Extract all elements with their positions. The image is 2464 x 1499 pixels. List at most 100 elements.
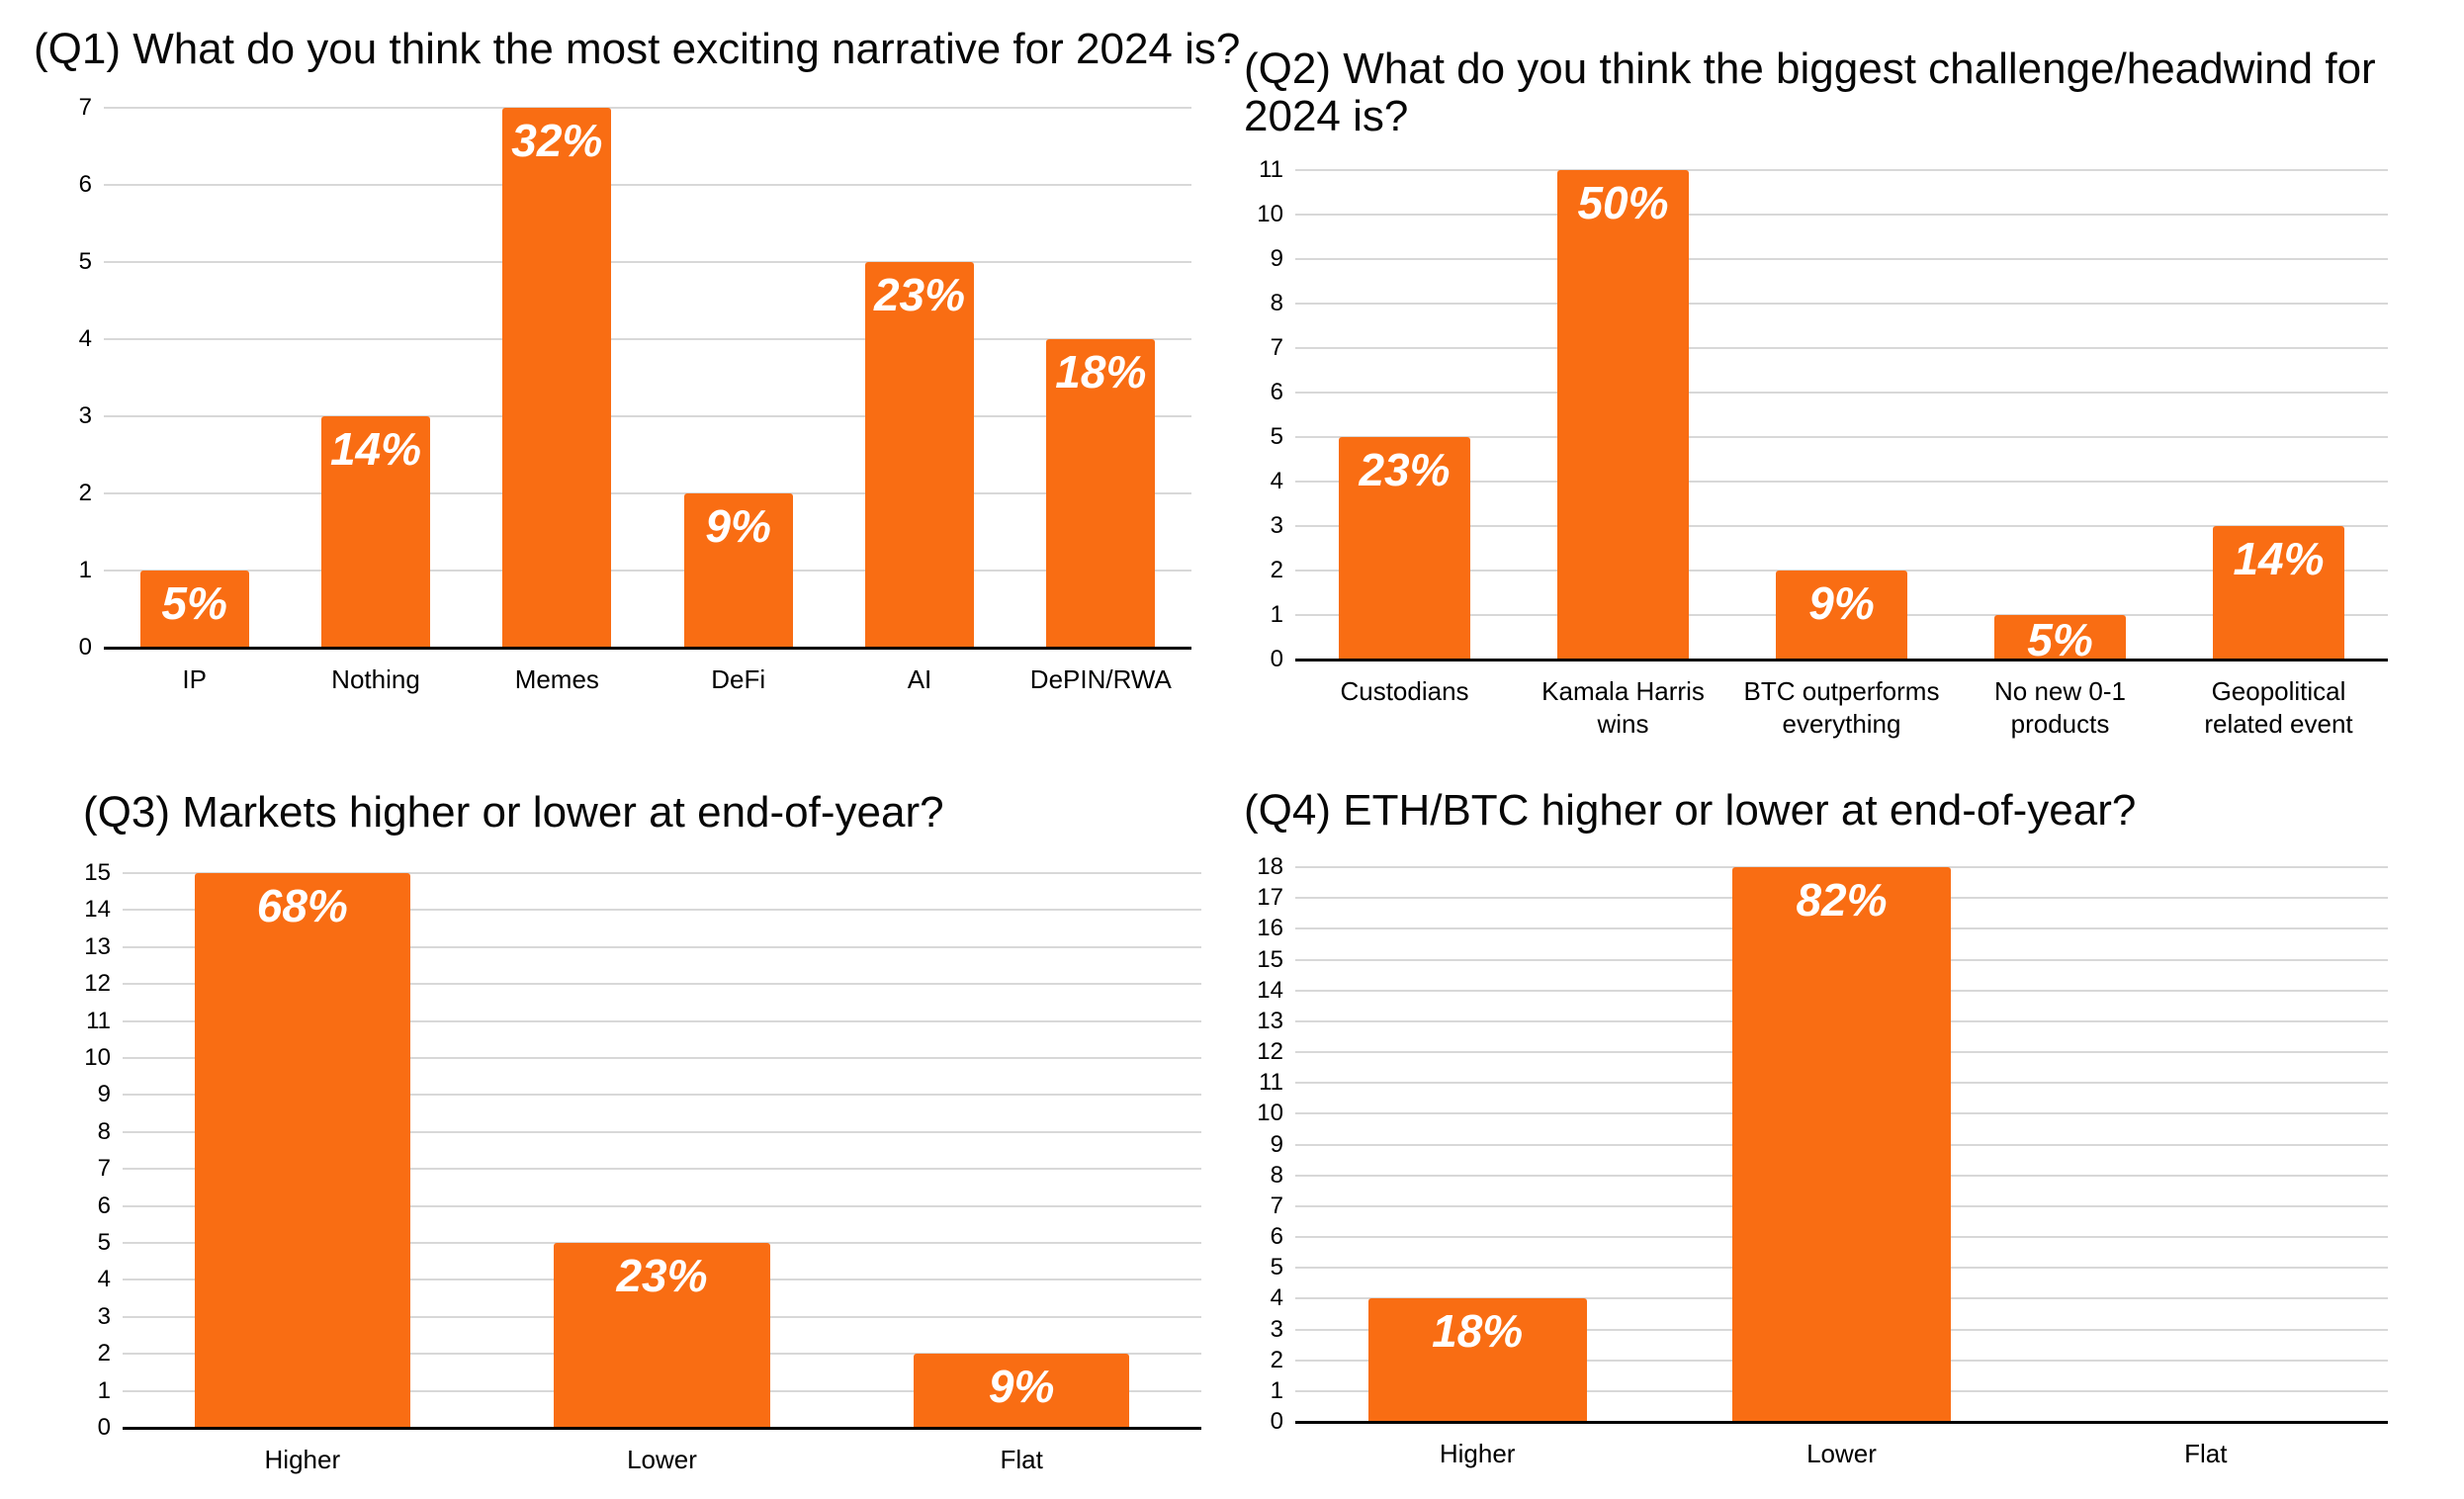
y-tick-label: 2 bbox=[1270, 557, 1283, 583]
y-tick-label: 3 bbox=[1270, 512, 1283, 539]
bar-value-label: 23% bbox=[1359, 444, 1451, 495]
gridline bbox=[123, 1130, 1201, 1133]
bar-value-label: 82% bbox=[1796, 874, 1888, 926]
y-tick-label: 4 bbox=[1270, 468, 1283, 494]
x-category-label: Flat bbox=[1000, 1445, 1043, 1474]
bar-value-label: 23% bbox=[616, 1250, 708, 1301]
x-axis-line bbox=[1295, 659, 2388, 661]
y-tick-label: 2 bbox=[97, 1340, 111, 1367]
y-tick-label: 12 bbox=[1257, 1038, 1283, 1065]
y-tick-label: 16 bbox=[1257, 915, 1283, 942]
y-tick-label: 9 bbox=[1270, 1130, 1283, 1158]
x-category-label: IP bbox=[182, 664, 207, 694]
y-tick-label: 7 bbox=[1270, 334, 1283, 361]
gridline bbox=[1295, 347, 2388, 349]
x-category-label: DePIN/RWA bbox=[1029, 664, 1172, 694]
gridline bbox=[1295, 436, 2388, 438]
y-tick-label: 4 bbox=[78, 325, 92, 352]
x-category-label: Lower bbox=[1806, 1439, 1877, 1468]
bar-value-label: 14% bbox=[329, 423, 422, 475]
y-tick-label: 13 bbox=[1257, 1007, 1283, 1034]
gridline bbox=[1295, 481, 2388, 483]
bar: 9% bbox=[914, 1354, 1130, 1428]
y-tick-label: 5 bbox=[78, 248, 92, 275]
y-tick-label: 2 bbox=[78, 480, 92, 506]
bar-value-label: 14% bbox=[2233, 533, 2325, 584]
chart-q1-title: (Q1) What do you think the most exciting… bbox=[34, 25, 1241, 73]
y-tick-label: 9 bbox=[1270, 245, 1283, 272]
bar: 82% bbox=[1732, 867, 1951, 1422]
y-tick-label: 3 bbox=[78, 402, 92, 429]
gridline bbox=[104, 184, 1191, 186]
y-tick-label: 6 bbox=[97, 1191, 111, 1219]
bar-value-label: 68% bbox=[256, 880, 348, 931]
y-tick-label: 11 bbox=[1259, 1069, 1283, 1097]
bar: 9% bbox=[683, 493, 793, 648]
y-tick-label: 18 bbox=[1257, 853, 1283, 880]
gridline bbox=[104, 261, 1191, 263]
y-tick-label: 12 bbox=[84, 970, 111, 998]
gridline bbox=[104, 415, 1191, 417]
y-tick-label: 10 bbox=[84, 1044, 111, 1071]
gridline bbox=[123, 909, 1201, 912]
bar: 14% bbox=[321, 416, 430, 648]
bar-value-label: 23% bbox=[873, 269, 966, 320]
gridline bbox=[123, 872, 1201, 874]
bar: 18% bbox=[1046, 339, 1156, 648]
bar-value-label: 18% bbox=[1432, 1305, 1524, 1358]
y-tick-label: 8 bbox=[1270, 1161, 1283, 1189]
y-tick-label: 1 bbox=[1270, 1376, 1283, 1404]
bar: 5% bbox=[139, 571, 249, 648]
gridline bbox=[123, 1094, 1201, 1097]
bar: 9% bbox=[1776, 571, 1907, 660]
gridline bbox=[1295, 392, 2388, 394]
bar-value-label: 50% bbox=[1577, 177, 1669, 228]
x-axis-line bbox=[123, 1427, 1201, 1430]
y-tick-label: 2 bbox=[1270, 1346, 1283, 1373]
y-tick-label: 0 bbox=[78, 634, 92, 661]
gridline bbox=[123, 1019, 1201, 1022]
y-tick-label: 14 bbox=[84, 896, 111, 924]
bar-value-label: 9% bbox=[1808, 577, 1875, 629]
y-tick-label: 6 bbox=[1270, 1223, 1283, 1250]
bar: 23% bbox=[865, 262, 974, 648]
bar: 68% bbox=[194, 873, 410, 1428]
x-category-label: Higher bbox=[264, 1445, 341, 1474]
x-category-label: Custodians bbox=[1340, 676, 1469, 706]
x-category-label: AI bbox=[907, 664, 932, 694]
y-tick-label: 0 bbox=[97, 1414, 111, 1441]
y-tick-label: 1 bbox=[78, 557, 92, 583]
gridline bbox=[1295, 303, 2388, 305]
y-tick-label: 9 bbox=[97, 1081, 111, 1108]
gridline bbox=[123, 945, 1201, 948]
x-axis-line bbox=[104, 647, 1191, 650]
x-category-label: No new 0-1 products bbox=[1994, 676, 2126, 739]
gridline bbox=[1295, 169, 2388, 171]
y-tick-label: 11 bbox=[86, 1007, 111, 1034]
x-category-label: Kamala Harris wins bbox=[1541, 676, 1705, 739]
x-category-label: Flat bbox=[2184, 1439, 2228, 1468]
bar: 23% bbox=[554, 1243, 770, 1428]
bar-value-label: 32% bbox=[511, 115, 603, 166]
bar: 18% bbox=[1367, 1298, 1587, 1422]
y-tick-label: 17 bbox=[1257, 884, 1283, 912]
gridline bbox=[1295, 214, 2388, 216]
y-tick-label: 3 bbox=[97, 1302, 111, 1330]
y-tick-label: 15 bbox=[84, 859, 111, 886]
gridline bbox=[123, 1168, 1201, 1171]
bar-value-label: 9% bbox=[988, 1361, 1055, 1413]
bar-value-label: 9% bbox=[705, 500, 771, 552]
y-tick-label: 1 bbox=[1270, 601, 1283, 628]
y-tick-label: 14 bbox=[1257, 976, 1283, 1004]
bar: 5% bbox=[1994, 615, 2126, 664]
gridline bbox=[104, 107, 1191, 109]
y-tick-label: 6 bbox=[1270, 379, 1283, 405]
bar: 32% bbox=[502, 108, 612, 648]
gridline bbox=[104, 338, 1191, 340]
gridline bbox=[104, 570, 1191, 572]
x-category-label: BTC outperforms everything bbox=[1743, 676, 1940, 739]
y-tick-label: 5 bbox=[97, 1229, 111, 1256]
chart-q2-title: (Q2) What do you think the biggest chall… bbox=[1244, 44, 2376, 141]
x-axis-line bbox=[1295, 1421, 2388, 1424]
